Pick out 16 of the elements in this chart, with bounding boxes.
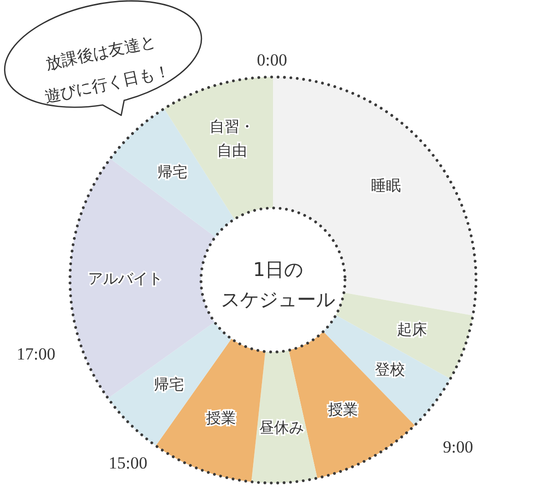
text: 9:00 [442, 438, 474, 456]
text: 1日のスケジュール [221, 259, 335, 311]
slice-label: 帰宅 [154, 376, 184, 394]
slice-label: 自習・自由 [209, 117, 254, 160]
slice-label: アルバイト [88, 270, 164, 288]
slice-label: 睡眠 [371, 176, 402, 194]
text: 15:00 [108, 454, 148, 472]
slice-label: 起床 [396, 320, 427, 339]
text: 17:00 [16, 344, 56, 364]
text: 放課後は友達と遊びに行く日も！ [42, 31, 172, 106]
slice-label: 帰宅 [158, 162, 188, 181]
slice-label: 昼休み [258, 418, 304, 436]
slice-label: 授業 [328, 400, 358, 419]
text: 0:00 [256, 50, 288, 70]
slice-label: 登校 [375, 360, 406, 379]
slice-label: 授業 [206, 408, 236, 427]
